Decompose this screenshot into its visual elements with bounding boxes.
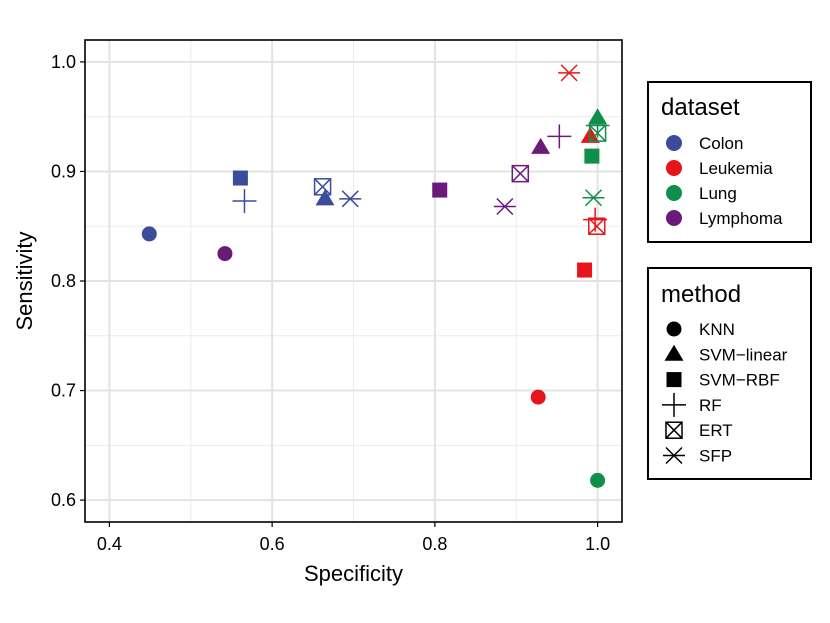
legend-key-leukemia	[666, 160, 682, 176]
legend-label-leukemia: Leukemia	[699, 159, 773, 178]
legend-key-colon	[666, 135, 682, 151]
legend-label-square: SVM−RBF	[699, 371, 780, 390]
y-tick-label: 0.9	[51, 161, 76, 181]
point-lymphoma-sfp	[493, 197, 516, 216]
x-axis-title: Specificity	[304, 561, 403, 586]
x-tick-label: 0.8	[422, 534, 447, 554]
plot-panel	[84, 39, 623, 523]
x-tick-label: 1.0	[585, 534, 610, 554]
y-axis-ticks: 0.6 0.7 0.8 0.9 1.0	[51, 52, 85, 510]
y-tick-label: 0.8	[51, 271, 76, 291]
legend-label-colon: Colon	[699, 134, 743, 153]
legend-key-plus	[662, 392, 686, 417]
point-lymphoma-svm-rbf	[432, 182, 448, 198]
point-colon-sfp	[339, 190, 362, 208]
y-tick-label: 0.7	[51, 381, 76, 401]
point-colon-svm-linear	[315, 189, 335, 206]
x-tick-label: 0.6	[260, 534, 285, 554]
point-lung-svm-rbf	[584, 148, 600, 164]
legend-label-boxx: ERT	[699, 421, 733, 440]
grid-lines	[85, 40, 622, 522]
legend-key-triangle	[664, 344, 684, 361]
point-leukemia-knn	[530, 389, 546, 405]
point-lymphoma-svm-linear	[531, 137, 551, 154]
point-colon-rf	[232, 189, 257, 214]
point-lymphoma-rf	[547, 124, 572, 149]
legend-label-lymphoma: Lymphoma	[699, 209, 783, 228]
point-lung-ert	[588, 124, 607, 142]
legend-label-circle: KNN	[699, 320, 735, 339]
legend-key-boxx	[665, 421, 683, 439]
legend-method-title: method	[661, 281, 741, 308]
legend-key-lung	[666, 185, 682, 201]
legend-key-circle	[666, 321, 682, 337]
y-tick-label: 1.0	[51, 52, 76, 72]
point-lung-sfp	[582, 189, 605, 207]
point-colon-svm-rbf	[232, 170, 248, 186]
legend-dataset: dataset Colon Leukemia Lung Lymphoma	[647, 81, 812, 243]
y-axis-title: Sensitivity	[12, 231, 37, 330]
point-colon-ert	[313, 178, 332, 196]
legend-dataset-title: dataset	[661, 94, 740, 121]
point-lung-knn	[590, 472, 606, 488]
point-lymphoma-ert	[511, 164, 530, 183]
legend-label-lung: Lung	[699, 184, 737, 203]
data-points	[141, 64, 610, 488]
legend-key-square	[666, 372, 682, 388]
x-axis-ticks: 0.4 0.6 0.8 1.0	[97, 522, 610, 554]
legend-label-asterisk: SFP	[699, 447, 732, 466]
point-leukemia-svm-rbf	[577, 262, 593, 278]
legend-key-lymphoma	[666, 210, 682, 226]
point-lymphoma-knn	[217, 246, 233, 262]
legend-label-triangle: SVM−linear	[699, 345, 788, 364]
point-leukemia-sfp	[558, 64, 581, 82]
legend-label-plus: RF	[699, 396, 722, 415]
point-colon-knn	[141, 226, 157, 242]
legend-method: method KNN SVM−linear SVM−RBF RF ERT SFP	[647, 267, 812, 480]
point-leukemia-ert	[588, 217, 606, 235]
y-tick-label: 0.6	[51, 490, 76, 510]
x-tick-label: 0.4	[97, 534, 122, 554]
legend-key-asterisk	[663, 446, 685, 465]
